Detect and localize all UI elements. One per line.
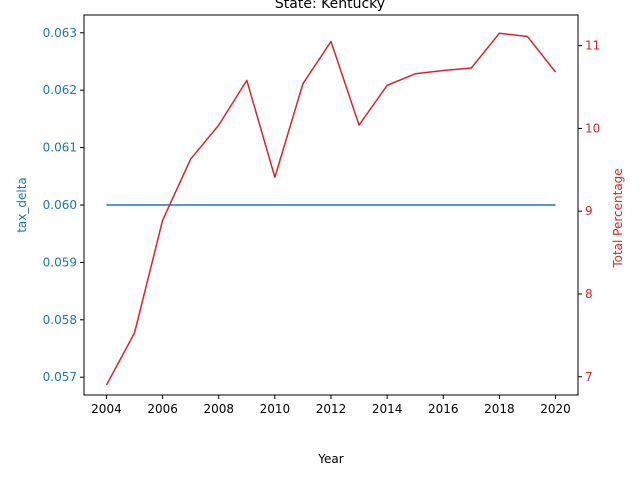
- y-left-tick-label: 0.061: [43, 141, 77, 155]
- lines-layer: [105, 32, 557, 386]
- y-axis-left: 0.057 0.058 0.059 0.060 0.061 0.062 0.063: [43, 26, 84, 384]
- y-right-tick-label: 7: [585, 370, 593, 384]
- y-left-tick-label: 0.062: [43, 83, 77, 97]
- x-axis-label: Year: [317, 452, 343, 466]
- y-right-tick-label: 9: [585, 204, 593, 218]
- y-axis-left-label: tax_delta: [15, 177, 29, 233]
- chart-title: State: Kentucky: [275, 0, 385, 12]
- y-right-tick-label: 11: [585, 39, 600, 53]
- y-axis-right: 7 8 9 10 11: [578, 39, 600, 384]
- x-tick-label: 2018: [484, 402, 515, 416]
- y-left-tick-label: 0.058: [43, 313, 77, 327]
- x-tick-label: 2016: [428, 402, 459, 416]
- y-left-tick-label: 0.059: [43, 255, 77, 269]
- y-left-tick-label: 0.057: [43, 370, 77, 384]
- x-tick-label: 2020: [540, 402, 571, 416]
- x-tick-label: 2010: [260, 402, 291, 416]
- y-right-tick-label: 10: [585, 121, 600, 135]
- x-tick-label: 2012: [316, 402, 347, 416]
- x-tick-label: 2006: [147, 402, 178, 416]
- x-tick-label: 2004: [91, 402, 122, 416]
- x-axis: 2004 2006 2008 2010 2012 2014 2016 2018 2020: [91, 395, 571, 416]
- y-left-tick-label: 0.063: [43, 26, 77, 40]
- x-tick-label: 2008: [203, 402, 234, 416]
- series-line-total-percentage: [105, 32, 557, 386]
- y-right-tick-label: 8: [585, 287, 593, 301]
- y-axis-right-label: Total Percentage: [611, 168, 625, 268]
- x-tick-label: 2014: [372, 402, 403, 416]
- y-left-tick-label: 0.060: [43, 198, 77, 212]
